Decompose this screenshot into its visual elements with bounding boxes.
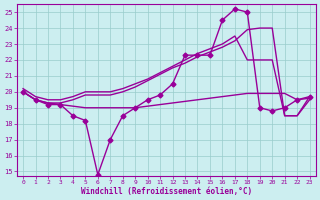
X-axis label: Windchill (Refroidissement éolien,°C): Windchill (Refroidissement éolien,°C) [81, 187, 252, 196]
